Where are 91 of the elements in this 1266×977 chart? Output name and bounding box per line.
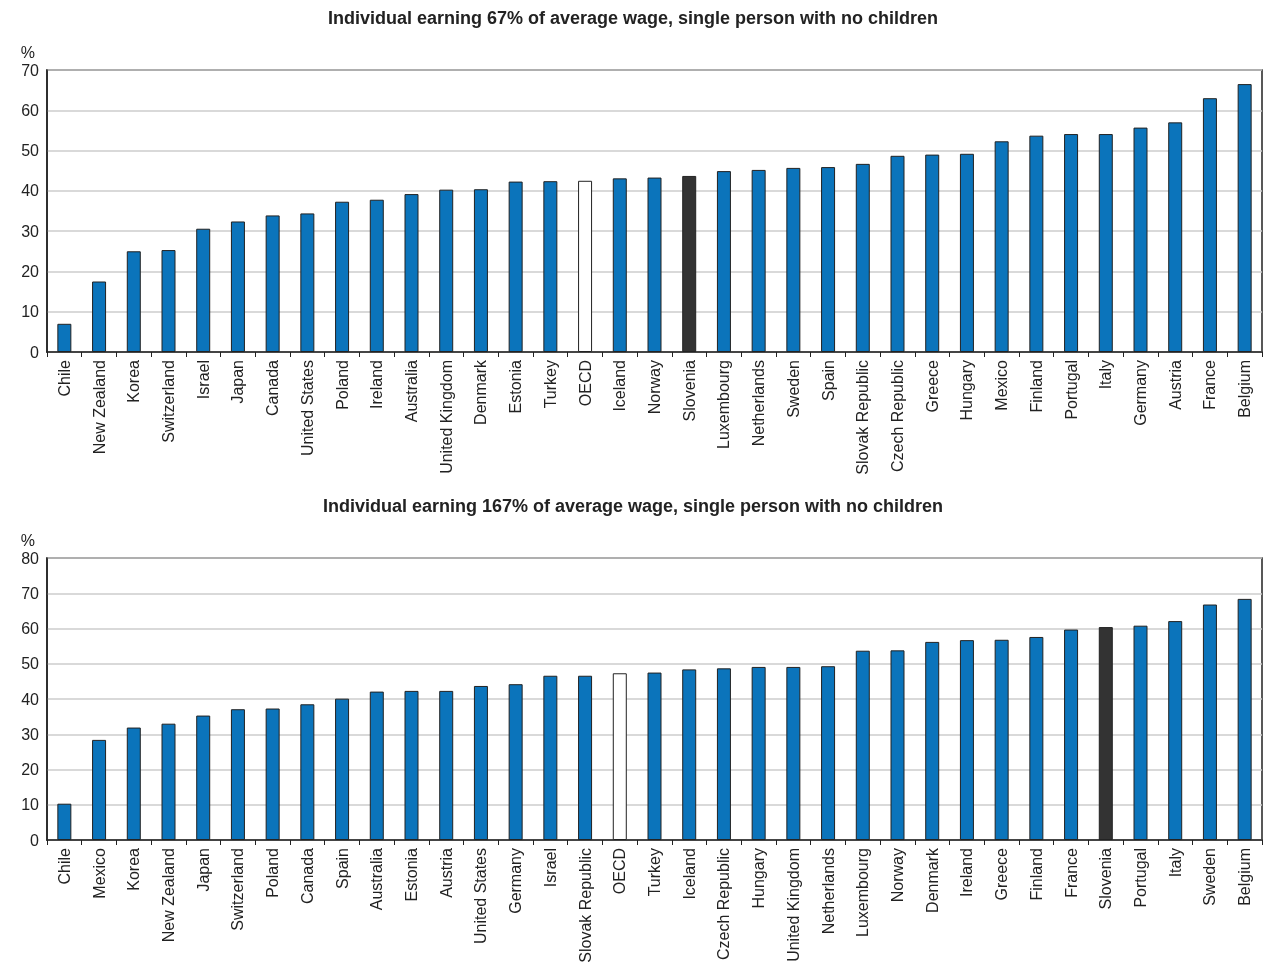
x-tick-label: Luxembourg (715, 360, 733, 449)
x-tick-label: Sweden (784, 360, 802, 418)
y-tick-label: 70 (21, 61, 40, 79)
x-tick-label: Japan (194, 848, 212, 892)
x-tick-label: Australia (368, 847, 386, 911)
x-tick-label: Estonia (507, 359, 525, 414)
x-tick-label: Iceland (680, 848, 698, 900)
x-tick-label: Mexico (993, 359, 1011, 411)
x-tick-label: New Zealand (160, 848, 177, 943)
x-tick-label: Poland (264, 848, 282, 898)
y-tick-label: 10 (21, 796, 40, 814)
x-tick-label: Ireland (958, 848, 976, 897)
x-tick-label: Greece (923, 359, 941, 413)
x-tick-label: United Kingdom (784, 848, 802, 962)
x-tick-label: Finland (1027, 848, 1045, 901)
y-axis-title: % (20, 531, 35, 549)
x-tick-label: Israel (194, 360, 212, 400)
y-tick-label: 70 (21, 584, 40, 602)
x-tick-label: Spain (333, 848, 351, 889)
x-tick-label: United Kingdom (437, 360, 455, 474)
x-tick-label: France (1062, 847, 1080, 898)
x-tick-label: Norway (646, 360, 663, 415)
x-tick-label: Luxembourg (854, 848, 872, 937)
y-tick-label: 30 (21, 222, 40, 240)
y-tick-label: 40 (21, 690, 40, 708)
x-tick-label: Denmark (923, 847, 941, 913)
x-tick-label: United States (298, 360, 316, 457)
x-tick-label: Spain (819, 360, 837, 401)
x-tick-label: Austria (1166, 359, 1184, 410)
x-tick-label: Germany (1132, 360, 1149, 426)
y-tick-label: 40 (21, 182, 40, 200)
x-tick-label: Ireland (368, 360, 386, 409)
x-tick-label: Sweden (1201, 848, 1219, 906)
y-tick-label: 0 (30, 343, 40, 361)
x-tick-label: Chile (55, 359, 73, 397)
x-tick-label: Slovenia (680, 359, 698, 422)
y-tick-label: 60 (21, 620, 40, 637)
x-tick-label: Estonia (403, 847, 420, 902)
x-tick-label: Czech Republic (889, 360, 906, 473)
x-tick-label: Hungary (958, 360, 976, 421)
x-tick-label: Portugal (1132, 848, 1149, 908)
x-tick-label: Greece (993, 847, 1011, 901)
x-tick-label: Portugal (1062, 360, 1080, 420)
y-tick-label: 60 (21, 101, 40, 119)
x-tick-label: OECD (576, 360, 594, 407)
y-tick-label: 0 (30, 831, 40, 849)
x-tick-label: Netherlands (750, 360, 768, 447)
x-tick-label: Finland (1027, 360, 1045, 413)
x-tick-label: Korea (125, 359, 143, 403)
y-tick-label: 50 (21, 142, 40, 160)
x-tick-label: OECD (611, 848, 629, 895)
x-tick-label: Slovak Republic (576, 848, 594, 963)
x-tick-label: Czech Republic (715, 848, 733, 961)
x-tick-label: Australia (403, 359, 420, 423)
chart-title: Individual earning 167% of average wage, single person with no children (322, 496, 944, 516)
y-tick-label: 20 (21, 262, 40, 280)
x-tick-label: Hungary (750, 848, 768, 909)
x-tick-label: Italy (1097, 360, 1115, 390)
x-tick-label: Switzerland (229, 848, 247, 931)
x-tick-label: France (1201, 359, 1219, 410)
x-tick-label: Chile (55, 847, 73, 885)
x-tick-label: Slovak Republic (854, 360, 872, 475)
x-tick-label: Mexico (90, 847, 108, 899)
x-tick-label: Turkey (646, 848, 663, 897)
x-tick-label: Switzerland (160, 360, 177, 443)
x-tick-label: Israel (541, 848, 559, 888)
x-tick-label: United States (472, 848, 490, 945)
y-tick-label: 30 (21, 725, 40, 743)
x-tick-label: Denmark (472, 359, 490, 425)
x-tick-label: Iceland (611, 360, 629, 412)
x-tick-label: Belgium (1236, 848, 1254, 906)
x-tick-label: Belgium (1236, 360, 1254, 418)
y-tick-label: 10 (21, 303, 40, 321)
x-tick-label: Japan (229, 360, 247, 404)
x-tick-label: Netherlands (819, 848, 837, 935)
y-tick-label: 50 (21, 655, 40, 673)
x-tick-label: Turkey (541, 360, 559, 409)
x-tick-label: Norway (889, 848, 906, 903)
x-tick-label: Canada (264, 359, 282, 417)
x-tick-label: Poland (333, 360, 351, 410)
x-tick-label: Italy (1166, 848, 1184, 878)
x-tick-label: Korea (125, 847, 143, 891)
x-tick-label: Austria (437, 847, 455, 898)
x-tick-label: New Zealand (90, 360, 108, 455)
y-tick-label: 80 (21, 549, 40, 567)
y-axis-title: % (20, 43, 35, 61)
y-tick-label: 20 (21, 761, 40, 778)
x-tick-label: Germany (507, 848, 525, 914)
x-tick-label: Slovenia (1097, 847, 1115, 910)
chart-title: Individual earning 67% of average wage, single person with no children (327, 8, 939, 28)
x-tick-label: Canada (298, 847, 316, 905)
